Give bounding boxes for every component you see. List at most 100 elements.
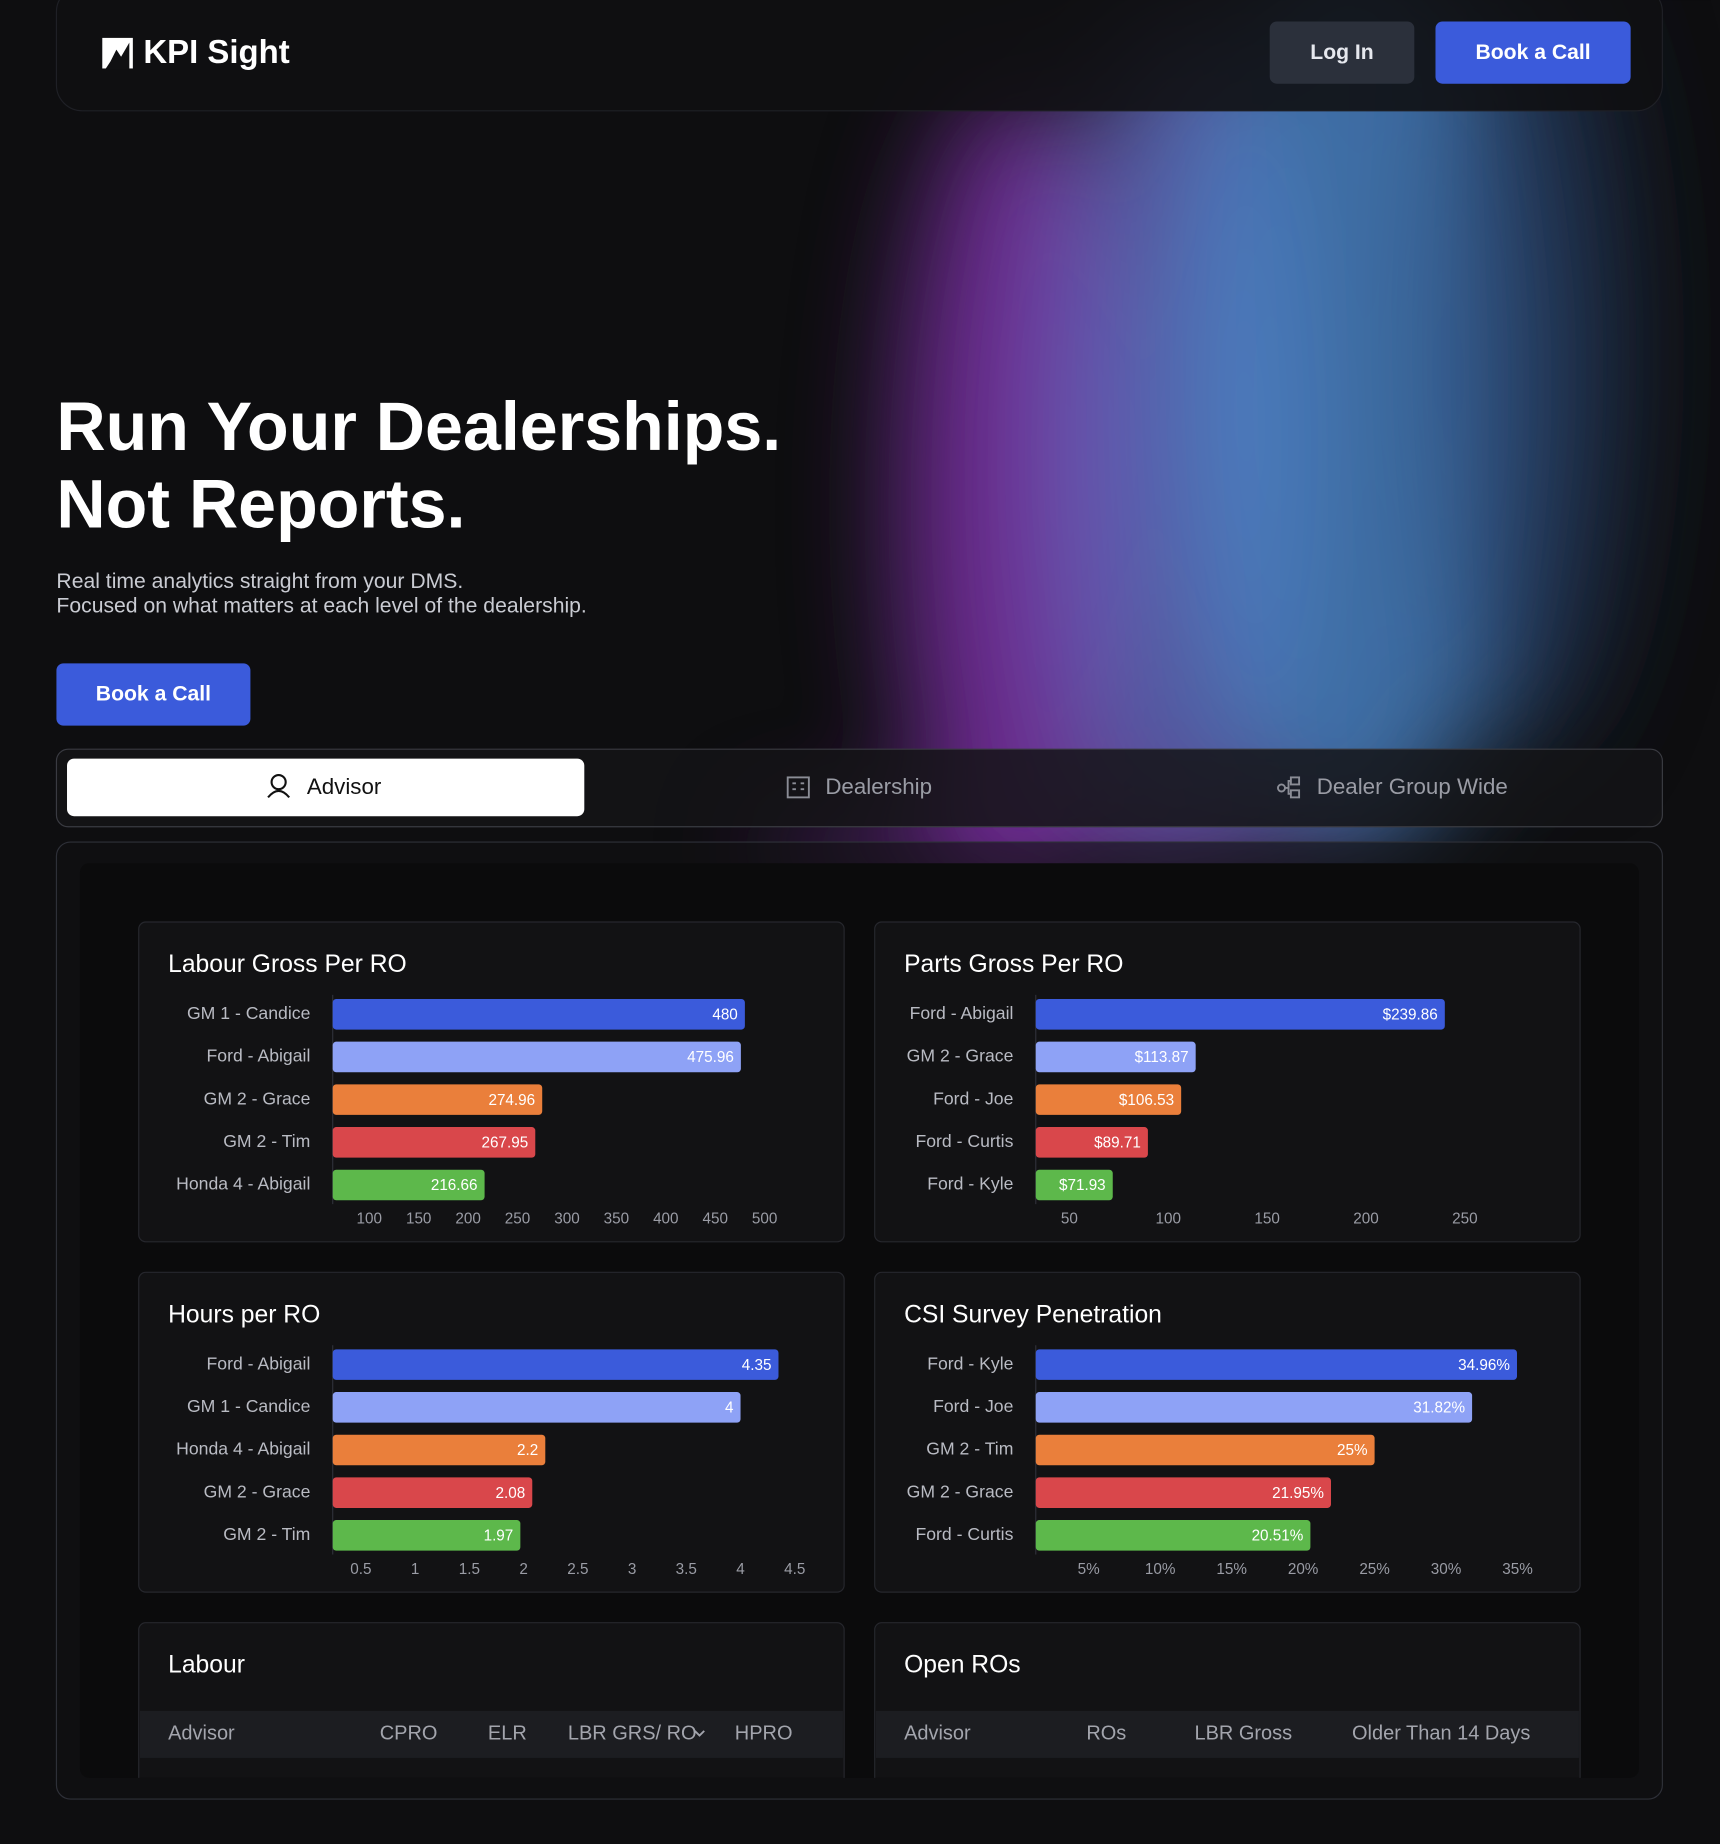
category-label: GM 2 - Grace: [907, 1481, 1014, 1501]
value-label: 21.95%: [1272, 1485, 1324, 1502]
tab-advisor[interactable]: Advisor: [67, 758, 585, 817]
bar: [1035, 1477, 1331, 1508]
hero-subtitle: Focused on what matters at each level of…: [56, 595, 586, 618]
x-tick-label: 250: [505, 1210, 530, 1227]
column-header: LBR Gross: [1194, 1723, 1292, 1745]
x-tick-label: 1: [411, 1561, 420, 1578]
brand: KPI Sight: [143, 33, 289, 70]
tab-label: Dealership: [825, 774, 932, 799]
hero-title: Run Your Dealerships.: [56, 389, 781, 465]
x-tick-label: 150: [1254, 1210, 1279, 1227]
value-label: $71.93: [1059, 1177, 1106, 1194]
value-label: 2.2: [517, 1442, 538, 1459]
nav-cta-button[interactable]: Book a Call: [1435, 21, 1631, 84]
navbar: [55, 0, 1663, 112]
value-label: 4.35: [742, 1357, 772, 1374]
x-tick-label: 450: [702, 1210, 727, 1227]
column-header: Advisor: [904, 1723, 971, 1745]
column-header: ELR: [488, 1723, 527, 1745]
category-label: GM 2 - Tim: [223, 1131, 310, 1151]
hero-cta-button[interactable]: Book a Call: [56, 663, 251, 726]
login-button[interactable]: Log In: [1269, 21, 1415, 84]
bar: [332, 1392, 741, 1423]
x-tick-label: 20%: [1288, 1561, 1319, 1578]
category-label: Ford - Joe: [933, 1088, 1014, 1108]
value-label: $106.53: [1119, 1092, 1174, 1109]
tab-label: Advisor: [307, 774, 382, 799]
x-tick-label: 200: [455, 1210, 480, 1227]
bar: [332, 1520, 521, 1551]
bar: [1035, 1127, 1148, 1158]
value-label: 20.51%: [1252, 1528, 1304, 1545]
bar: [1035, 1084, 1182, 1115]
chart-title: CSI Survey Penetration: [904, 1301, 1162, 1328]
column-header: Advisor: [168, 1723, 235, 1745]
column-header: CPRO: [380, 1723, 438, 1745]
chart-title: Hours per RO: [168, 1301, 320, 1328]
column-header: HPRO: [735, 1723, 793, 1745]
tab-dealer-group[interactable]: Dealer Group Wide: [1277, 774, 1508, 799]
hero-cta-label: Book a Call: [96, 683, 211, 706]
nav-cta-label: Book a Call: [1475, 41, 1590, 64]
column-header[interactable]: LBR GRS/ RO: [568, 1723, 697, 1745]
category-label: GM 1 - Candice: [187, 1396, 311, 1416]
x-tick-label: 10%: [1145, 1561, 1176, 1578]
bar: [332, 1169, 485, 1201]
value-label: 267.95: [482, 1135, 529, 1152]
bar: [1035, 1520, 1311, 1551]
tables: Labour Advisor CPRO ELR LBR GRS/ RO HPRO Open …: [138, 1622, 1581, 1778]
chart-panel: CSI Survey Penetration Ford - Kyle 34.96% F…: [874, 1271, 1581, 1593]
chart-title: Parts Gross Per RO: [904, 951, 1123, 978]
bar: [1035, 1349, 1517, 1380]
value-label: $113.87: [1135, 1049, 1189, 1066]
x-tick-label: 5%: [1078, 1561, 1100, 1578]
category-label: GM 2 - Grace: [204, 1481, 311, 1501]
value-label: 2.08: [496, 1485, 526, 1502]
bar: [332, 1349, 779, 1380]
category-label: Ford - Abigail: [207, 1353, 311, 1373]
charts: Labour Gross Per RO GM 1 - Candice 480 Ford…: [138, 921, 1581, 1593]
category-label: Ford - Kyle: [927, 1353, 1013, 1373]
x-tick-label: 100: [1156, 1210, 1181, 1227]
category-label: GM 2 - Grace: [204, 1088, 311, 1108]
hero-title: Not Reports.: [56, 466, 465, 542]
x-tick-label: 500: [752, 1210, 777, 1227]
value-label: 25%: [1337, 1442, 1368, 1459]
chart-panel: Hours per RO Ford - Abigail 4.35 GM 1 - Can…: [138, 1271, 845, 1593]
x-tick-label: 200: [1353, 1210, 1378, 1227]
category-label: Honda 4 - Abigail: [176, 1174, 310, 1194]
tab-dealership[interactable]: Dealership: [786, 774, 932, 799]
x-tick-label: 350: [604, 1210, 629, 1227]
category-label: GM 2 - Tim: [223, 1524, 310, 1544]
value-label: $89.71: [1094, 1135, 1141, 1152]
logo[interactable]: KPI Sight: [102, 33, 290, 70]
category-label: GM 2 - Grace: [907, 1046, 1014, 1066]
x-tick-label: 4.5: [784, 1561, 805, 1578]
x-tick-label: 1.5: [459, 1561, 480, 1578]
hero-subtitle: Real time analytics straight from your D…: [56, 570, 463, 593]
column-header: ROs: [1086, 1723, 1126, 1745]
tab-label: Dealer Group Wide: [1317, 774, 1508, 799]
x-tick-label: 150: [406, 1210, 431, 1227]
bar: [1035, 999, 1445, 1030]
sort-icon: [694, 1730, 705, 1737]
chart-title: Labour Gross Per RO: [168, 951, 407, 978]
bar: [1035, 1434, 1375, 1466]
value-label: 475.96: [687, 1049, 734, 1066]
value-label: 4: [725, 1400, 734, 1417]
category-label: GM 2 - Tim: [926, 1439, 1013, 1459]
bar: [1035, 1169, 1113, 1201]
x-tick-label: 35%: [1502, 1561, 1533, 1578]
value-label: $239.86: [1383, 1006, 1438, 1023]
x-tick-label: 3: [628, 1561, 636, 1578]
bar: [332, 1041, 741, 1073]
bar: [332, 999, 745, 1030]
x-tick-label: 250: [1452, 1210, 1477, 1227]
value-label: 34.96%: [1458, 1357, 1510, 1374]
chart-panel: Parts Gross Per RO Ford - Abigail $239.86 G…: [874, 921, 1581, 1243]
value-label: 274.96: [488, 1092, 535, 1109]
x-tick-label: 25%: [1359, 1561, 1390, 1578]
x-tick-label: 15%: [1216, 1561, 1247, 1578]
x-tick-label: 2: [519, 1561, 528, 1578]
